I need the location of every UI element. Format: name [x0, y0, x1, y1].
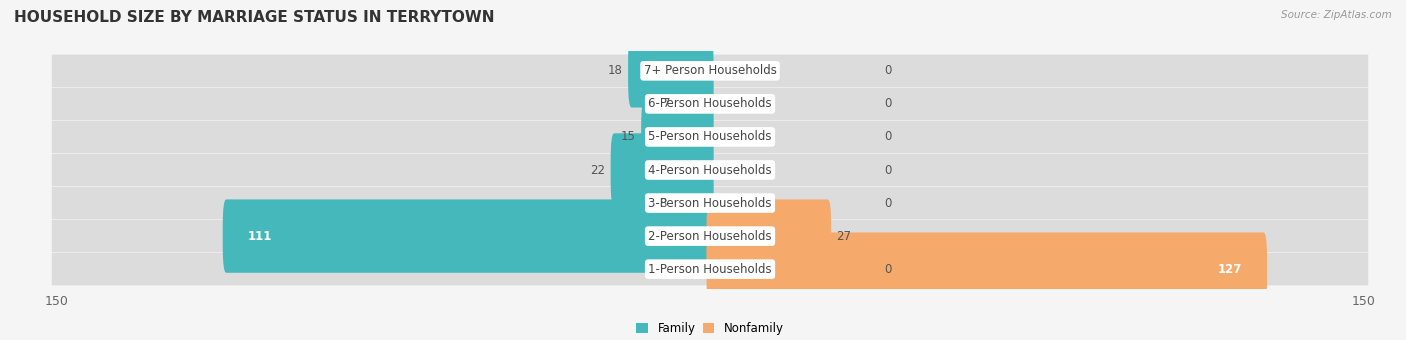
- FancyBboxPatch shape: [52, 187, 1368, 219]
- Text: 18: 18: [607, 64, 623, 77]
- Text: 22: 22: [591, 164, 606, 176]
- FancyBboxPatch shape: [707, 233, 1267, 306]
- FancyBboxPatch shape: [52, 88, 1368, 120]
- Text: 0: 0: [884, 97, 891, 110]
- FancyBboxPatch shape: [52, 253, 1368, 285]
- Text: 5-Person Households: 5-Person Households: [648, 131, 772, 143]
- Text: HOUSEHOLD SIZE BY MARRIAGE STATUS IN TERRYTOWN: HOUSEHOLD SIZE BY MARRIAGE STATUS IN TER…: [14, 10, 495, 25]
- Text: 127: 127: [1218, 263, 1241, 276]
- Text: 8: 8: [659, 197, 666, 209]
- FancyBboxPatch shape: [222, 200, 713, 273]
- Legend: Family, Nonfamily: Family, Nonfamily: [637, 322, 783, 336]
- FancyBboxPatch shape: [52, 121, 1368, 153]
- FancyBboxPatch shape: [676, 67, 713, 140]
- FancyBboxPatch shape: [52, 154, 1368, 186]
- FancyBboxPatch shape: [610, 133, 713, 207]
- Text: 7: 7: [664, 97, 671, 110]
- Text: 2-Person Households: 2-Person Households: [648, 230, 772, 243]
- FancyBboxPatch shape: [641, 100, 713, 174]
- Text: 0: 0: [884, 131, 891, 143]
- Text: Source: ZipAtlas.com: Source: ZipAtlas.com: [1281, 10, 1392, 20]
- Text: 15: 15: [621, 131, 636, 143]
- FancyBboxPatch shape: [707, 200, 831, 273]
- Text: 1-Person Households: 1-Person Households: [648, 263, 772, 276]
- Text: 0: 0: [884, 263, 891, 276]
- FancyBboxPatch shape: [672, 166, 713, 240]
- Text: 3-Person Households: 3-Person Households: [648, 197, 772, 209]
- Text: 4-Person Households: 4-Person Households: [648, 164, 772, 176]
- FancyBboxPatch shape: [628, 34, 713, 107]
- Text: 0: 0: [884, 197, 891, 209]
- Text: 0: 0: [884, 64, 891, 77]
- Text: 7+ Person Households: 7+ Person Households: [644, 64, 776, 77]
- Text: 27: 27: [837, 230, 852, 243]
- FancyBboxPatch shape: [52, 55, 1368, 87]
- FancyBboxPatch shape: [52, 220, 1368, 252]
- Text: 6-Person Households: 6-Person Households: [648, 97, 772, 110]
- Text: 0: 0: [884, 164, 891, 176]
- Text: 111: 111: [247, 230, 273, 243]
